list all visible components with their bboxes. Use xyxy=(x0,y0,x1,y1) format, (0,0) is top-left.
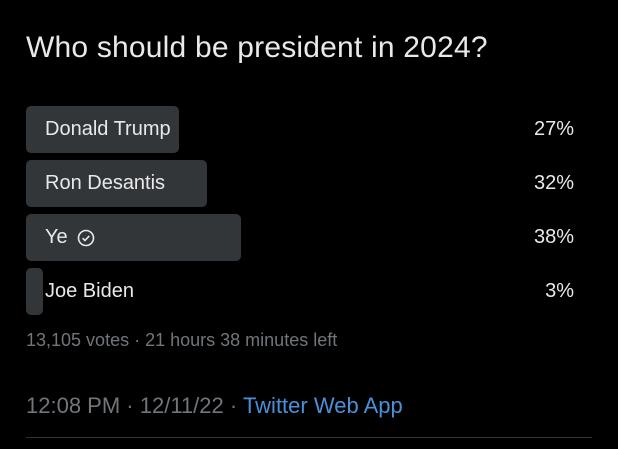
poll-result-bar xyxy=(26,214,241,261)
poll-option-label: Joe Biden xyxy=(45,280,134,302)
separator: · xyxy=(134,330,141,350)
poll-option-percent: 27% xyxy=(533,118,574,140)
poll-result-bar xyxy=(26,268,43,315)
tweet-time[interactable]: 12:08 PM xyxy=(26,393,121,418)
vote-count: 13,105 votes xyxy=(26,330,130,350)
poll-result-bar xyxy=(26,106,179,153)
time-left: 21 hours 38 minutes left xyxy=(145,330,338,350)
poll-option-label: Ron Desantis xyxy=(45,172,166,194)
poll-option-percent: 3% xyxy=(545,280,574,302)
poll-question: Who should be president in 2024? xyxy=(26,31,488,64)
poll-option-ye: Ye 38% xyxy=(26,214,574,261)
poll-option-joe-biden: Joe Biden 3% xyxy=(26,268,574,315)
separator: · xyxy=(229,393,238,418)
divider xyxy=(26,437,592,438)
tweet-source-link[interactable]: Twitter Web App xyxy=(242,393,403,418)
separator: · xyxy=(126,393,134,418)
poll-meta: 13,105 votes · 21 hours 38 minutes left xyxy=(26,330,337,351)
poll-option-donald-trump: Donald Trump 27% xyxy=(26,106,574,153)
tweet-date[interactable]: 12/11/22 xyxy=(139,393,224,418)
poll-option-percent: 32% xyxy=(533,172,574,194)
poll-option-label: Ye xyxy=(45,226,68,248)
poll-options: Donald Trump 27% Ron Desantis 32% Ye 38%… xyxy=(26,106,574,322)
poll-option-ron-desantis: Ron Desantis 32% xyxy=(26,160,574,207)
poll-option-label: Donald Trump xyxy=(45,118,171,140)
tweet-timestamp: 12:08 PM · 12/11/22 · Twitter Web App xyxy=(26,393,403,419)
poll-option-percent: 38% xyxy=(533,226,574,248)
poll-result-bar xyxy=(26,160,208,207)
check-circle-icon xyxy=(77,229,94,246)
